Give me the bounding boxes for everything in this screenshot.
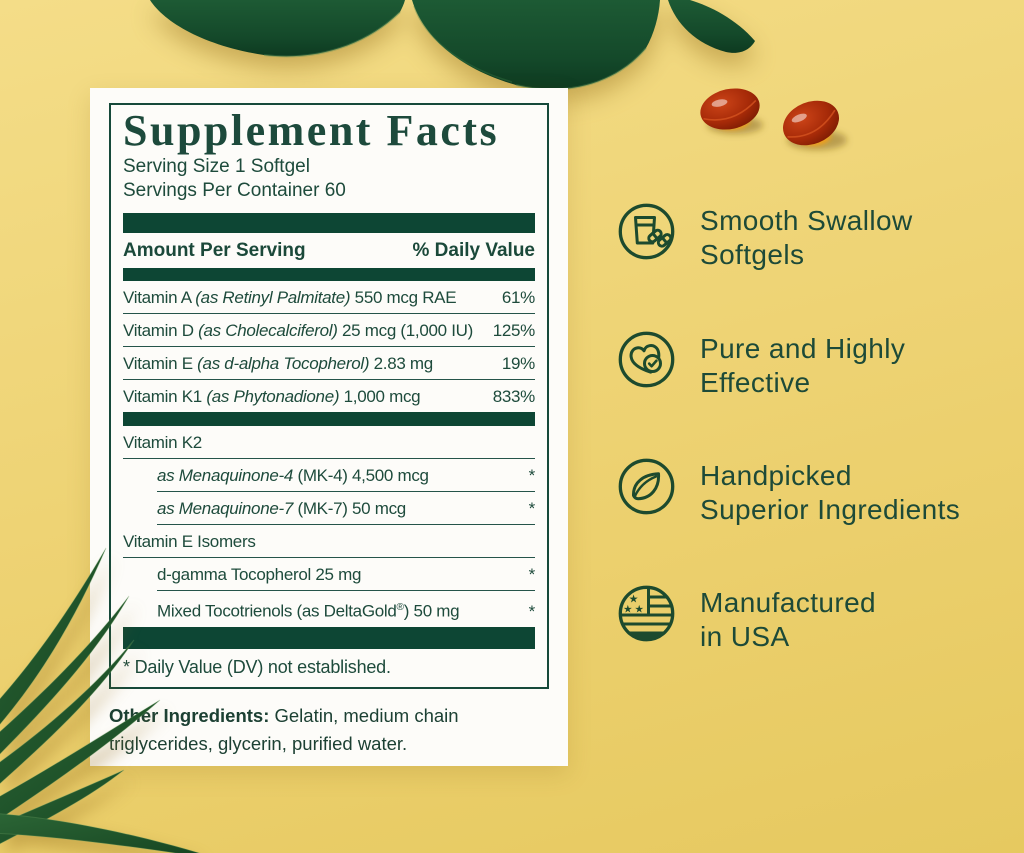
separator-bar xyxy=(123,626,535,649)
fact-row: Vitamin K1 (as Phytonadione) 1,000 mcg 83… xyxy=(123,380,535,412)
separator-bar xyxy=(123,268,535,281)
monstera-leaves-decoration xyxy=(150,0,755,91)
fact-label: Vitamin D (as Cholecalciferol) 25 mcg (1… xyxy=(123,321,473,340)
separator-bar xyxy=(123,213,535,233)
feature-smooth-swallow: Smooth Swallow Softgels xyxy=(618,203,913,272)
fact-dv-value: 833% xyxy=(492,387,536,406)
svg-text:★: ★ xyxy=(623,604,632,616)
fact-label: Vitamin K1 (as Phytonadione) 1,000 mcg xyxy=(123,387,421,406)
fact-row: d-gamma Tocopherol 25 mg * xyxy=(157,558,535,591)
fact-dv-value: * xyxy=(528,499,536,518)
column-amount-per-serving: Amount Per Serving xyxy=(123,240,306,261)
column-daily-value: % Daily Value xyxy=(412,240,535,261)
palm-leaves-decoration xyxy=(0,547,201,853)
svg-text:★: ★ xyxy=(634,604,643,616)
feature-label: Smooth Swallow Softgels xyxy=(700,205,913,270)
fact-row: Vitamin K2 xyxy=(123,426,535,459)
other-ingredients: Other Ingredients: Gelatin, medium chain… xyxy=(109,702,559,759)
fact-label: as Menaquinone-7 (MK-7) 50 mcg xyxy=(157,499,406,518)
fact-row: Mixed Tocotrienols (as DeltaGold®) 50 mg… xyxy=(157,591,535,627)
supplement-facts-title: Supplement Facts xyxy=(123,106,500,155)
fact-dv-value: * xyxy=(528,601,536,621)
fact-row: as Menaquinone-7 (MK-7) 50 mcg * xyxy=(157,492,535,525)
nutrient-rows: Vitamin A (as Retinyl Palmitate) 550 mcg… xyxy=(123,281,535,649)
fact-label: Mixed Tocotrienols (as DeltaGold®) 50 mg xyxy=(157,601,460,621)
other-ingredients-text: Gelatin, medium chain triglycerides, gly… xyxy=(109,704,459,755)
fact-dv-value: * xyxy=(528,466,536,485)
svg-text:★: ★ xyxy=(629,593,639,606)
feature-label: Pure and Highly Effective xyxy=(700,333,906,398)
fact-label: Vitamin K2 xyxy=(123,433,202,452)
fact-row: Vitamin E Isomers xyxy=(123,525,535,558)
fact-dv-value: 61% xyxy=(501,288,535,307)
column-header-row: Amount Per Serving % Daily Value xyxy=(123,233,535,268)
fact-label: as Menaquinone-4 (MK-4) 4,500 mcg xyxy=(157,466,429,485)
supplement-facts-panel: Supplement Facts Serving Size 1 Softgel … xyxy=(109,103,549,689)
fact-row: Vitamin A (as Retinyl Palmitate) 550 mcg… xyxy=(123,281,535,314)
separator-bar xyxy=(123,412,535,426)
fact-row: Vitamin E (as d-alpha Tocopherol) 2.83 m… xyxy=(123,347,535,380)
fact-label: Vitamin A (as Retinyl Palmitate) 550 mcg… xyxy=(123,288,457,307)
softgel-capsules-photo xyxy=(700,88,847,150)
feature-label: Handpicked Superior Ingredients xyxy=(700,460,961,525)
dv-footnote: * Daily Value (DV) not established. xyxy=(123,656,391,677)
fact-dv-value: 19% xyxy=(501,354,535,373)
leaf-icon xyxy=(618,458,675,515)
feature-pure-effective: Pure and Highly Effective xyxy=(618,331,905,400)
other-ingredients-label: Other Ingredients: xyxy=(109,704,270,726)
supplement-facts-card: Supplement Facts Serving Size 1 Softgel … xyxy=(90,88,568,766)
feature-handpicked: Handpicked Superior Ingredients xyxy=(618,458,960,527)
heart-check-icon xyxy=(618,331,675,388)
fact-label: Vitamin E Isomers xyxy=(123,532,256,551)
usa-flag-icon: ★ ★ ★ xyxy=(618,585,675,642)
fact-label: d-gamma Tocopherol 25 mg xyxy=(157,565,362,584)
serving-size-text: Serving Size 1 Softgel xyxy=(123,156,310,177)
fact-row: Vitamin D (as Cholecalciferol) 25 mcg (1… xyxy=(123,314,535,347)
fact-dv-value: 125% xyxy=(492,321,536,340)
fact-label: Vitamin E (as d-alpha Tocopherol) 2.83 m… xyxy=(123,354,433,373)
feature-label: Manufactured in USA xyxy=(700,587,877,652)
softgels-glass-icon xyxy=(618,203,675,260)
servings-per-container-text: Servings Per Container 60 xyxy=(123,180,346,201)
fact-row: as Menaquinone-4 (MK-4) 4,500 mcg * xyxy=(157,459,535,492)
feature-made-in-usa: ★ ★ ★ Manufactured in USA xyxy=(618,585,876,654)
fact-dv-value: * xyxy=(528,565,536,584)
